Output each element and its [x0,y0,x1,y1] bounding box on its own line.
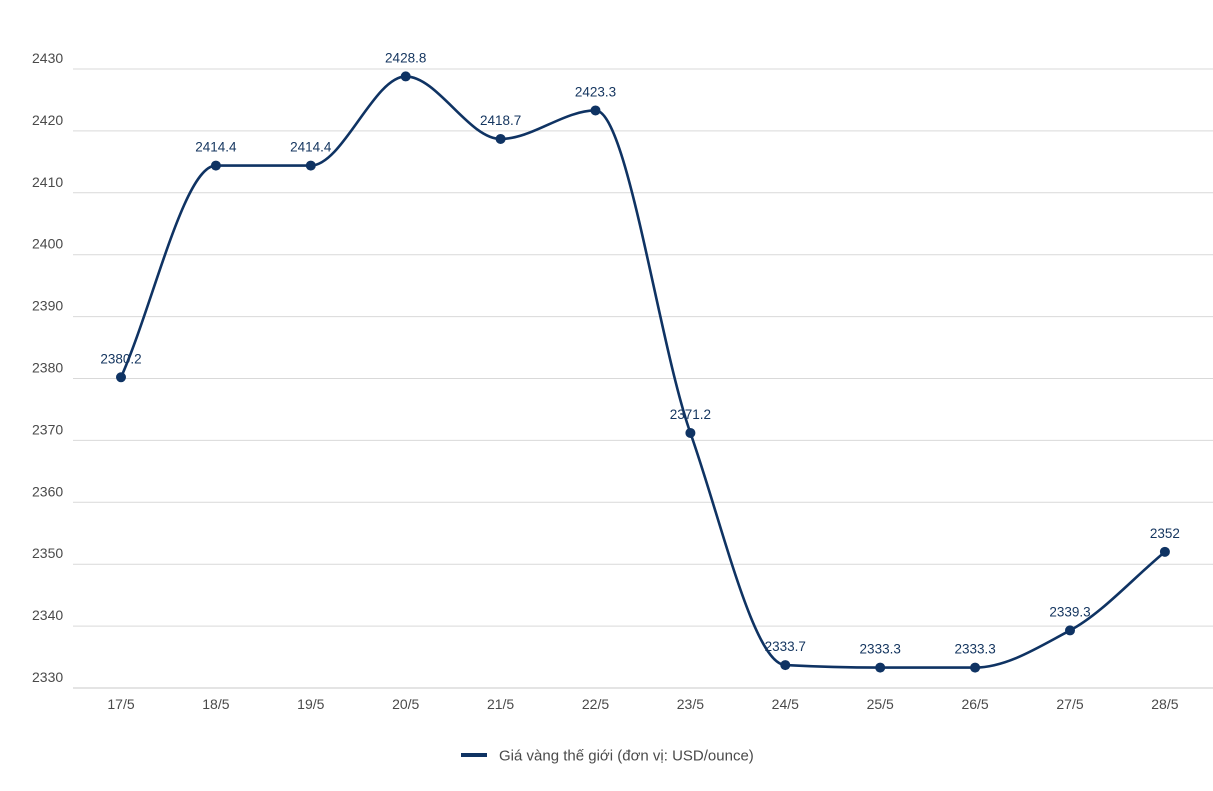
data-point [875,662,886,673]
x-tick-label: 25/5 [867,696,894,712]
data-label: 2423.3 [575,84,616,99]
data-point [590,105,601,116]
data-label: 2414.4 [195,140,237,155]
x-axis-ticks: 17/5 18/5 19/5 20/5 21/5 22/5 23/5 24/5 25/5 26/5… [107,696,1178,712]
data-point [116,372,126,383]
data-label: 2418.7 [480,113,521,128]
y-tick-label: 2410 [32,174,63,190]
y-tick-label: 2350 [32,545,63,561]
data-point [780,660,791,671]
x-tick-label: 20/5 [392,696,419,712]
y-tick-label: 2420 [32,112,63,128]
gridlines [73,68,1213,689]
data-points [116,71,1170,673]
y-tick-label: 2390 [32,298,63,314]
data-label: 2352 [1150,526,1180,541]
legend-label: Giá vàng thế giới (đơn vị: USD/ounce) [499,748,754,765]
data-label: 2339.3 [1049,604,1090,619]
x-tick-label: 18/5 [202,696,229,712]
y-tick-label: 2340 [32,607,63,623]
data-label: 2333.3 [954,642,995,657]
data-point [305,160,316,171]
x-tick-label: 23/5 [677,696,704,712]
series-line [119,75,1167,669]
data-label: 2333.7 [765,639,806,654]
y-tick-label: 2370 [32,421,63,437]
data-label: 2414.4 [290,140,332,155]
legend: Giá vàng thế giới (đơn vị: USD/ounce) [461,748,754,765]
x-tick-label: 19/5 [297,696,324,712]
data-labels: 2380.2 2414.4 2414.4 2428.8 2418.7 2423.3 2371… [100,50,1180,656]
data-label: 2428.8 [385,50,426,65]
x-tick-label: 28/5 [1151,696,1178,712]
data-point [400,71,411,82]
data-point [1065,625,1075,636]
data-point [685,427,696,438]
y-tick-label: 2400 [32,236,63,252]
x-tick-label: 27/5 [1056,696,1083,712]
data-label: 2371.2 [670,407,711,422]
x-tick-label: 26/5 [961,696,988,712]
data-point [210,160,221,171]
y-axis-ticks: 2330 2340 2350 2360 2370 2380 2390 2400 2410 2420… [32,50,63,685]
y-tick-label: 2380 [32,360,63,376]
y-tick-label: 2330 [32,669,63,685]
data-label: 2333.3 [860,642,901,657]
data-point [970,662,981,673]
data-point [495,133,506,144]
x-tick-label: 24/5 [772,696,799,712]
data-label: 2380.2 [100,351,141,366]
x-tick-label: 21/5 [487,696,514,712]
x-tick-label: 17/5 [107,696,134,712]
y-tick-label: 2430 [32,50,63,66]
x-tick-label: 22/5 [582,696,609,712]
data-point [1159,546,1170,557]
y-tick-label: 2360 [32,483,63,499]
